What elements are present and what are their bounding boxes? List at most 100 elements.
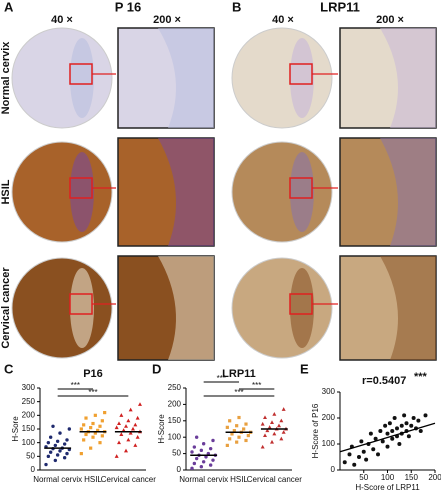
data-point	[373, 436, 378, 441]
data-point	[371, 447, 376, 452]
data-point	[390, 429, 395, 433]
data-point	[411, 416, 416, 420]
data-point	[246, 433, 250, 438]
data-point	[383, 423, 388, 428]
magnified-layer	[380, 28, 436, 128]
y-axis-label: H-Sore	[11, 416, 20, 442]
data-point	[128, 407, 133, 412]
y-tick-label: 250	[168, 383, 182, 392]
data-point	[44, 462, 48, 467]
x-tick-label: Cervical cancer	[247, 475, 302, 484]
data-point	[119, 413, 124, 417]
tissue-layer	[290, 152, 314, 232]
data-point	[270, 439, 275, 444]
tissue-layer	[70, 152, 94, 232]
data-point	[194, 435, 199, 439]
data-point	[82, 438, 86, 442]
y-tick-label: 300	[322, 387, 336, 396]
data-point	[228, 437, 232, 441]
y-axis-label: H-Score of P16	[311, 403, 320, 458]
data-point	[201, 442, 206, 446]
row-label: HSIL	[0, 179, 12, 204]
data-point	[409, 423, 414, 428]
y-tick-label: 50	[172, 449, 181, 458]
correlation: r=0.5407	[362, 375, 406, 387]
row-label: Normal cervix	[0, 41, 12, 115]
y-tick-label: 0	[331, 465, 336, 474]
x-tick-label: 100	[381, 473, 395, 482]
x-tick-label: HSIL	[84, 475, 102, 484]
tissue-core	[231, 27, 333, 129]
tissue-core	[231, 141, 333, 243]
data-point	[133, 443, 138, 447]
data-point	[404, 421, 409, 426]
data-point	[244, 422, 248, 426]
y-tick-label: 200	[322, 413, 336, 422]
data-point	[423, 413, 428, 418]
data-point	[121, 428, 126, 432]
fit-line	[339, 422, 436, 453]
data-point	[100, 434, 104, 438]
data-point	[397, 442, 402, 446]
magnified-layer	[158, 256, 214, 360]
data-point	[124, 448, 129, 453]
panel-title: LRP11	[320, 0, 360, 14]
tissue-core	[231, 257, 333, 359]
data-point	[225, 443, 229, 447]
magnified-layer	[380, 256, 436, 360]
data-point	[352, 462, 357, 467]
data-point	[100, 419, 104, 423]
data-point	[84, 432, 88, 437]
data-point	[48, 450, 53, 454]
magnification: 200 ×	[153, 14, 181, 26]
data-point	[211, 458, 215, 462]
data-point	[58, 449, 62, 453]
x-tick-label: 50	[359, 473, 368, 482]
data-point	[62, 456, 67, 460]
x-tick-label: Normal cervix	[179, 475, 228, 484]
magnification: 40 ×	[272, 14, 294, 26]
data-point	[237, 435, 241, 439]
data-point	[53, 443, 58, 448]
data-point	[260, 444, 265, 449]
data-point	[206, 451, 211, 456]
data-point	[82, 423, 86, 427]
data-point	[416, 418, 421, 423]
data-point	[399, 423, 404, 428]
data-point	[279, 418, 284, 423]
panel-letter: D	[152, 361, 161, 376]
x-tick-label: 150	[405, 473, 419, 482]
data-point	[276, 423, 281, 428]
data-point	[126, 437, 131, 442]
y-tick-label: 150	[22, 424, 36, 433]
data-point	[190, 466, 194, 471]
data-point	[364, 457, 369, 462]
y-tick-label: 50	[26, 451, 35, 460]
data-point	[79, 427, 83, 431]
y-tick-label: 0	[177, 465, 182, 474]
data-point	[51, 424, 55, 428]
data-point	[279, 436, 284, 441]
data-point	[48, 435, 53, 439]
panel-letter: C	[4, 361, 14, 376]
significance-label: ***	[217, 374, 226, 383]
data-point	[84, 416, 88, 420]
panel-title: P 16	[115, 0, 142, 14]
data-point	[418, 429, 423, 433]
data-point	[211, 438, 215, 443]
magnified-layer	[158, 138, 214, 246]
data-point	[267, 425, 272, 429]
chart-title: LRP11	[222, 368, 256, 380]
data-point	[124, 424, 129, 428]
data-point	[260, 421, 265, 426]
data-point	[385, 431, 390, 436]
magnification: 40 ×	[51, 14, 73, 26]
data-point	[130, 426, 135, 431]
data-point	[281, 407, 286, 411]
x-tick-label: Normal cervix	[33, 475, 82, 484]
data-point	[270, 420, 275, 424]
data-point	[235, 424, 239, 428]
data-point	[357, 455, 361, 459]
magnified-layer	[380, 138, 436, 246]
data-point	[263, 415, 268, 420]
